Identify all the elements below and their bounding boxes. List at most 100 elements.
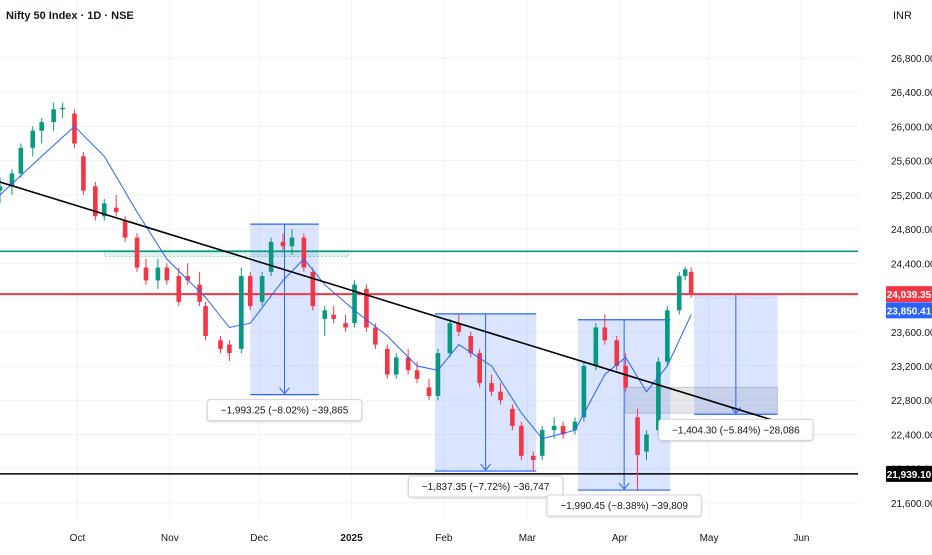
candle	[72, 109, 77, 148]
candle-body	[593, 327, 599, 366]
candle-body	[602, 327, 608, 341]
candle	[477, 348, 482, 388]
candle	[519, 421, 524, 461]
candle	[623, 353, 628, 392]
candle	[405, 348, 411, 375]
candle-body	[322, 310, 328, 319]
candle	[468, 331, 474, 358]
time-axis[interactable]: Oct Nov Dec 2025 Feb Mar Apr May Jun	[0, 520, 932, 550]
candle	[593, 323, 599, 371]
candle-body	[498, 391, 503, 401]
candle-body	[81, 156, 86, 191]
currency-label: INR	[893, 10, 912, 22]
price-badge-label: 23,850.41	[887, 306, 932, 317]
candle	[227, 340, 232, 361]
price-tick-label: 24,400.00	[891, 259, 932, 270]
candle-body	[51, 109, 56, 123]
candle-body	[477, 353, 482, 384]
price-badge	[886, 465, 932, 482]
candle	[113, 194, 119, 217]
measure-tools[interactable]	[250, 223, 778, 491]
measure-labels: −1,993.25 (−8.02%) −39,865 −1,837.35 (−7.…	[206, 399, 814, 517]
price-tick-label: 25,600.00	[891, 157, 932, 168]
candle-body	[301, 237, 307, 268]
candle-body	[676, 276, 682, 311]
candle-body	[0, 186, 3, 191]
measure-tool-4[interactable]	[694, 293, 778, 415]
candle	[510, 404, 515, 431]
candle-body	[155, 267, 161, 281]
time-tick-label: 2025	[340, 533, 363, 544]
candle	[426, 378, 432, 401]
candle	[343, 314, 348, 332]
price-tick-label: 25,200.00	[891, 191, 932, 202]
candle	[247, 271, 253, 311]
candle-body	[9, 173, 15, 187]
trendline[interactable]	[0, 181, 778, 423]
candle-body	[60, 107, 65, 110]
candle-body	[164, 267, 170, 281]
candle	[185, 263, 190, 285]
candle	[134, 233, 140, 272]
candle-body	[343, 323, 348, 328]
candle	[289, 229, 295, 255]
candle	[268, 237, 274, 277]
candle-body	[384, 348, 390, 375]
time-tick-label: Apr	[612, 533, 628, 544]
price-tick-label: 23,600.00	[891, 328, 932, 339]
candle	[602, 314, 608, 345]
candle	[101, 199, 107, 221]
candle-body	[93, 186, 98, 217]
price-badge-label: 21,939.10	[887, 470, 932, 481]
candle-body	[656, 361, 661, 431]
candle-body	[176, 276, 182, 302]
time-tick-label: Nov	[161, 533, 179, 544]
candle	[331, 306, 336, 324]
measure-label: −1,404.30 (−5.84%) −28,086	[672, 425, 800, 436]
candle	[322, 306, 328, 337]
candle-body	[373, 327, 378, 345]
candle-body	[623, 365, 628, 388]
price-badges: 24,039.35 23,850.41 21,939.10	[886, 286, 932, 482]
candle	[280, 233, 286, 251]
candle	[143, 259, 149, 285]
measure-label-box	[407, 475, 564, 498]
candle	[682, 266, 688, 281]
measure-label: −1,837.35 (−7.72%) −36,747	[422, 482, 550, 493]
candle-body	[143, 267, 149, 281]
candle	[635, 408, 640, 491]
candle	[239, 267, 244, 354]
candle-body	[519, 425, 524, 456]
candle	[560, 421, 566, 439]
price-tick-label: 26,000.00	[891, 122, 932, 133]
candle-body	[280, 241, 286, 247]
measure-label-box	[206, 399, 363, 422]
candle-body	[268, 241, 274, 272]
chart-title: Nifty 50 Index · 1D · NSE	[6, 10, 134, 22]
candle	[197, 271, 202, 307]
candle-body	[247, 276, 253, 307]
candle	[539, 425, 545, 461]
price-tick-label: 24,800.00	[891, 225, 932, 236]
candle-body	[289, 237, 295, 247]
measure-label-box	[546, 494, 702, 517]
price-tick-label: 26,800.00	[891, 54, 932, 65]
candle-body	[30, 130, 36, 148]
measure-tool-3[interactable]	[577, 319, 671, 491]
candle-body	[572, 421, 578, 431]
candle	[665, 306, 670, 366]
measure-arrow-head	[618, 482, 630, 490]
horizontal-lines[interactable]	[0, 250, 858, 475]
measure-arrow-head	[480, 463, 491, 471]
candle	[572, 417, 578, 435]
price-badge	[886, 286, 932, 303]
time-tick-label: Oct	[70, 533, 86, 544]
candle-body	[134, 237, 140, 268]
candle-body	[665, 310, 670, 362]
candle	[155, 259, 161, 289]
time-tick-label: Feb	[435, 533, 453, 544]
measure-label: −1,993.25 (−8.02%) −39,865	[221, 406, 349, 417]
measure-tool-1[interactable]	[250, 223, 319, 396]
